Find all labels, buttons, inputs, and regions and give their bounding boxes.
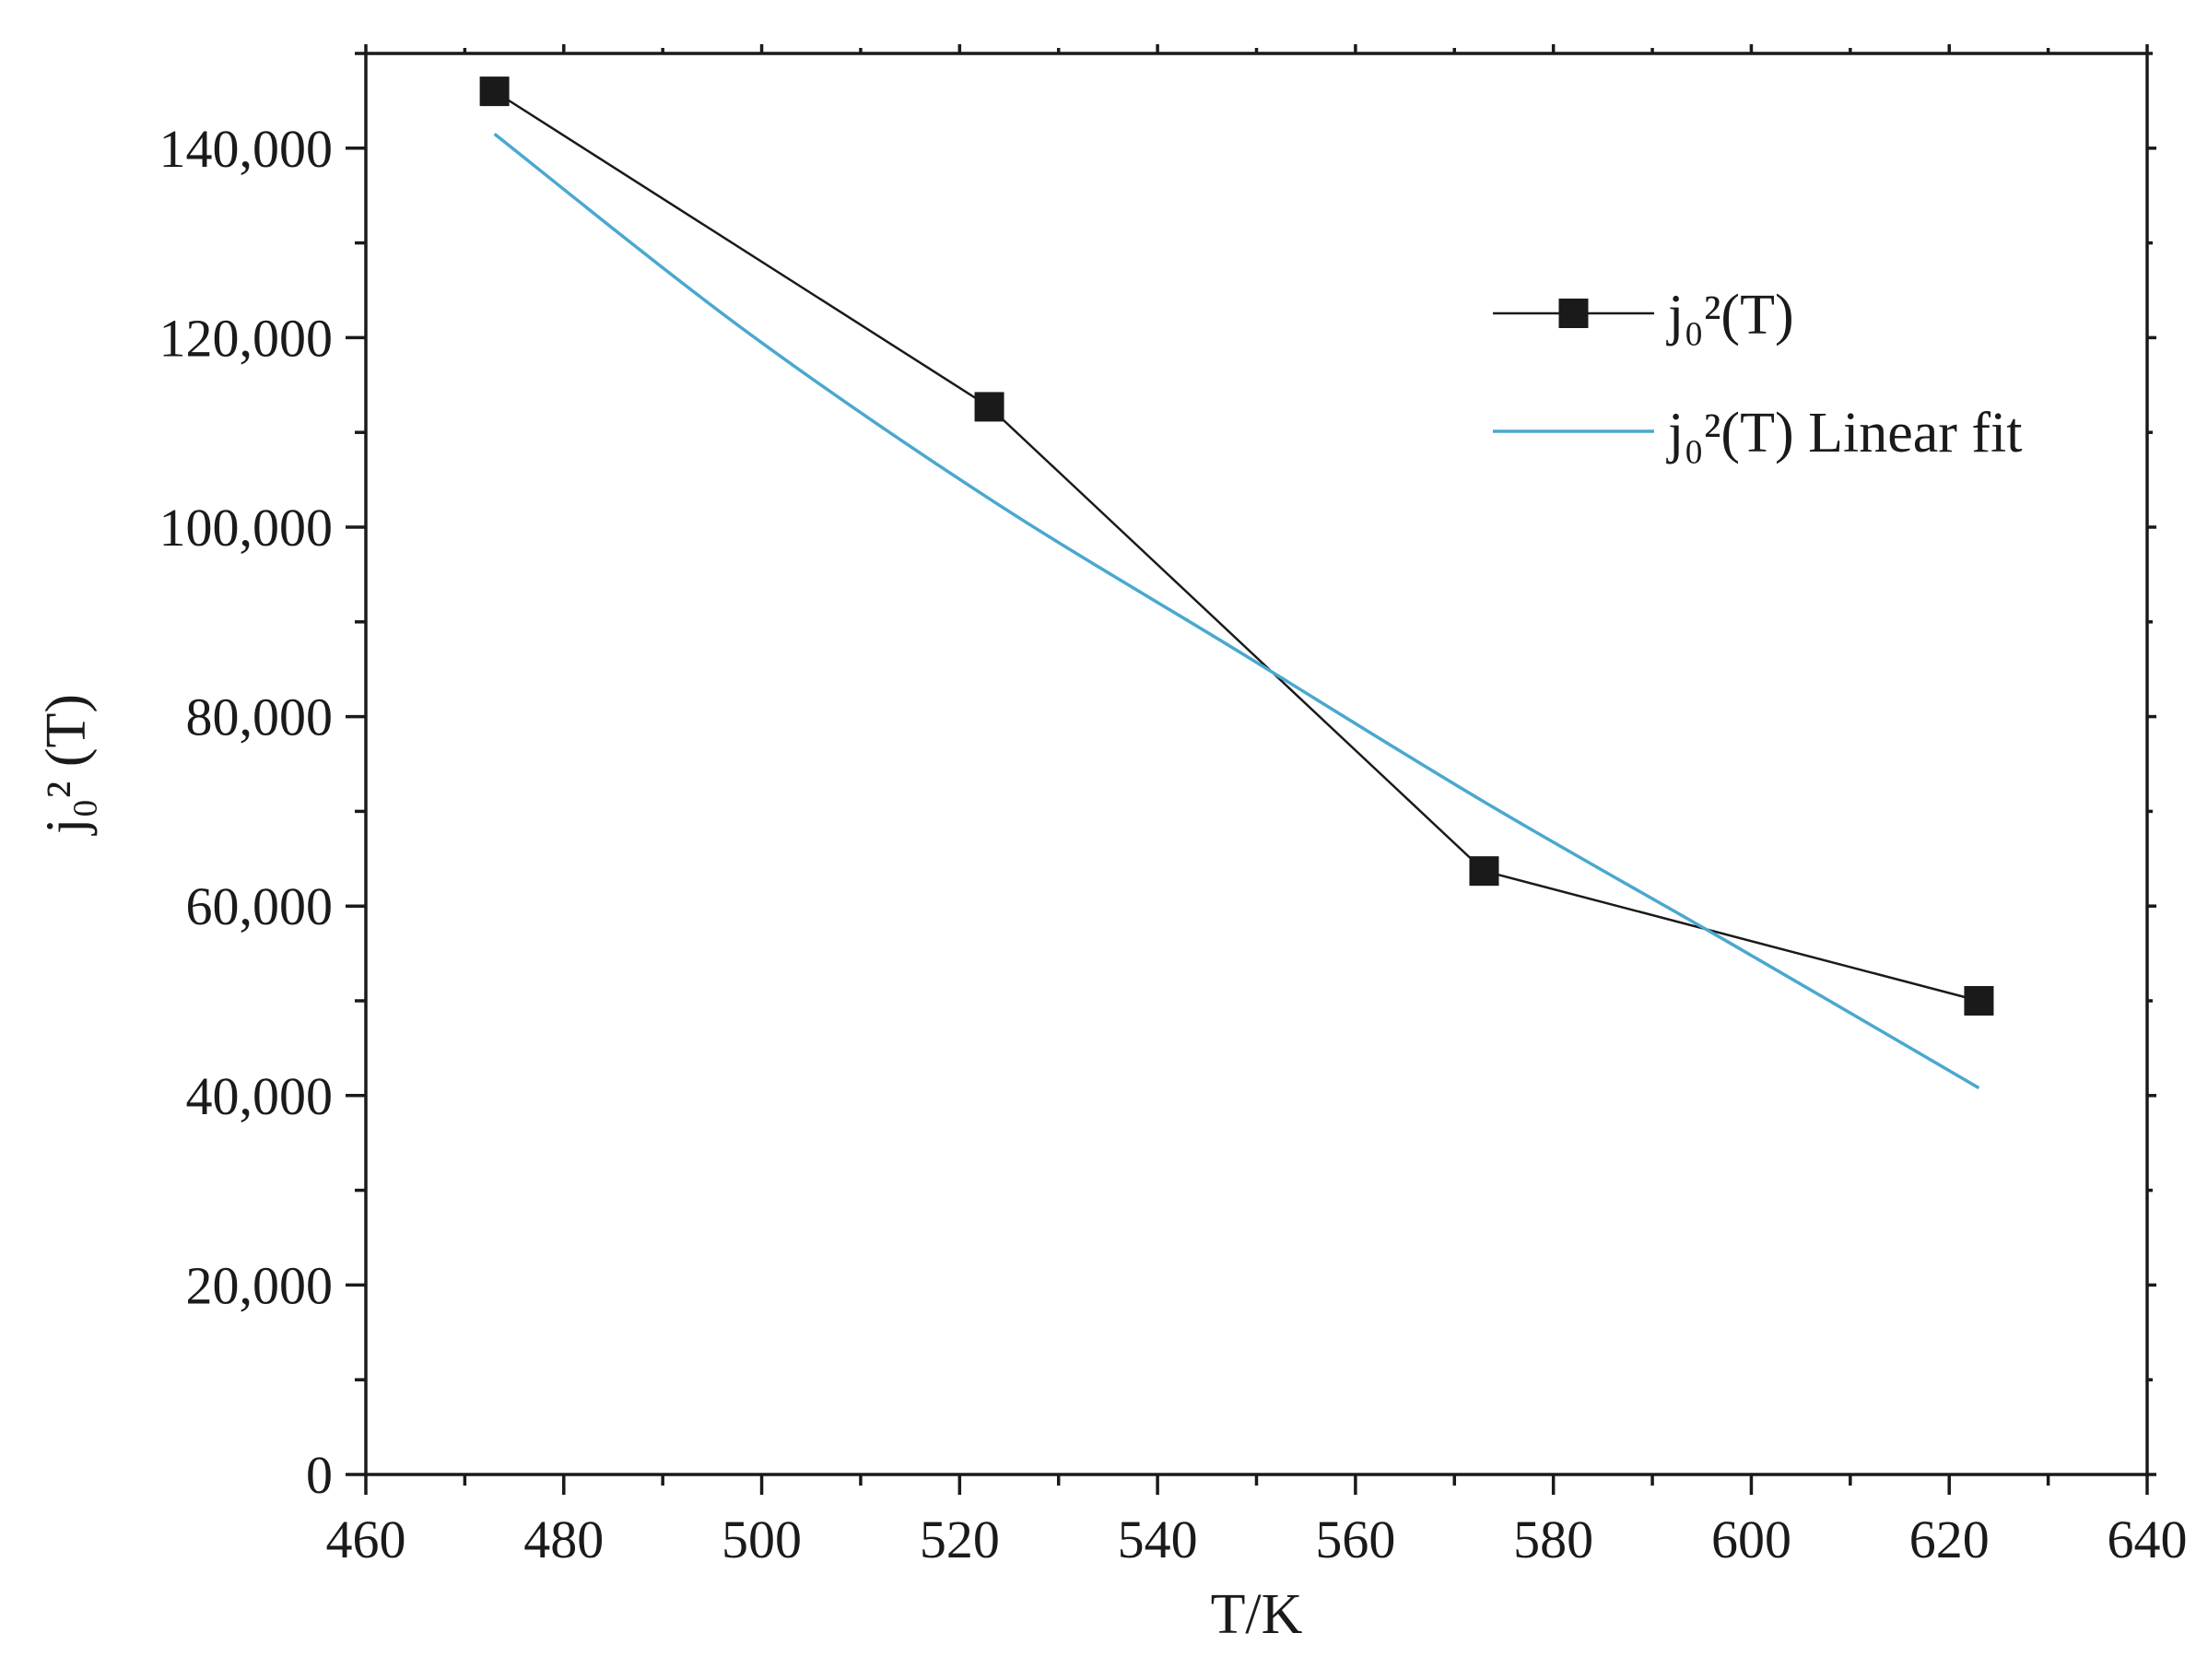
y-tick-label: 100,000 — [159, 498, 334, 558]
x-tick-label: 640 — [2108, 1510, 2188, 1569]
y-tick-label: 20,000 — [186, 1255, 334, 1315]
data-line — [493, 90, 1979, 1003]
data-point — [479, 76, 510, 107]
fit-line — [493, 133, 1980, 1090]
legend: j₀²(T) j₀²(T) Linear fit — [1493, 284, 2022, 464]
y-tick-label: 80,000 — [186, 687, 334, 747]
x-axis-title: T/K — [1211, 1583, 1303, 1646]
x-tick-label: 480 — [523, 1510, 604, 1569]
x-tick-label: 520 — [920, 1510, 1000, 1569]
data-point — [1964, 986, 1994, 1016]
axes: 460 480 500 520 540 560 580 600 620 640 0 20,000 40,… — [35, 44, 2188, 1646]
x-tick-label: 600 — [1711, 1510, 1791, 1569]
plot-area — [479, 76, 1994, 1090]
legend-label: j₀²(T) Linear fit — [1666, 402, 2022, 464]
x-tick-label: 460 — [326, 1510, 406, 1569]
x-tick-label: 580 — [1513, 1510, 1593, 1569]
y-axis-title: j₀² (T) — [35, 694, 98, 836]
data-point — [974, 392, 1004, 422]
x-tick-label: 620 — [1909, 1510, 1990, 1569]
y-tick-label: 40,000 — [186, 1066, 334, 1126]
legend-swatch-marker — [1558, 299, 1589, 328]
y-tick-label: 60,000 — [186, 876, 334, 936]
legend-label: j₀²(T) — [1666, 284, 1794, 347]
plot-frame — [364, 52, 2149, 1476]
x-tick-label: 560 — [1315, 1510, 1395, 1569]
y-tick-label: 140,000 — [159, 119, 334, 179]
y-tick-label: 120,000 — [159, 308, 334, 368]
x-tick-label: 500 — [722, 1510, 802, 1569]
data-point — [1469, 856, 1499, 887]
y-tick-label: 0 — [306, 1445, 333, 1505]
x-tick-label: 540 — [1118, 1510, 1198, 1569]
